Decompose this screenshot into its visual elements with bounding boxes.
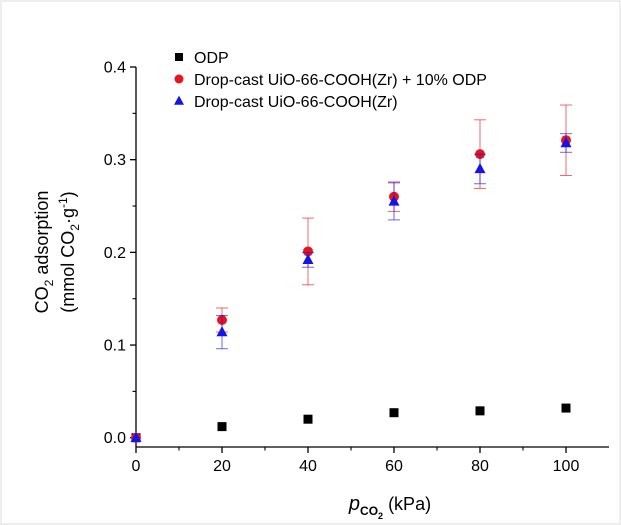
x-tick-label: 40 [299,458,317,475]
x-axis-title-sub: CO [360,504,378,518]
y-tick-label: 0.2 [104,245,126,262]
y-axis-title-line1-b: adsorption [32,191,52,280]
y-axis-title-line2-sup: -1 [56,197,70,208]
y-axis-title-line2-b: ·g [58,208,78,224]
y-axis-title-line1: CO2 adsorption [32,191,56,314]
data-point-triangle [474,162,486,174]
y-tick-label: 0.4 [104,60,126,77]
data-point-triangle [388,195,400,206]
x-axis-title-subsub: 2 [378,511,383,521]
data-point-square [475,406,485,416]
plot-area: 0 20 40 60 80 100 0.0 0.1 0.2 0.3 0.4 ODP Drop-cast … [104,50,609,475]
x-tick-label: 0 [132,458,141,475]
y-axis-title-line2-sub: 2 [68,224,82,231]
data-point-square [217,422,227,432]
y-tick-label: 0.0 [104,430,126,447]
data-point-triangle [560,137,572,148]
legend-label: Drop-cast UiO-66-COOH(Zr) [194,94,398,111]
y-axis-title-line2: (mmol CO2·g-1) [56,191,82,312]
y-axis-title-line1-sub: 2 [42,279,56,286]
y-tick-label: 0.3 [104,152,126,169]
x-tick-label: 80 [471,458,489,475]
data-point-triangle [130,431,142,442]
data-point-triangle [302,253,314,264]
data-point-triangle [216,326,228,337]
y-axis-title-line1-a: CO [32,286,52,313]
y-tick-label: 0.1 [104,338,126,355]
y-axis-title-line2-a: (mmol CO [58,231,78,313]
x-axis-title-unit: (kPa) [383,494,431,514]
x-tick-label: 60 [385,458,403,475]
x-tick-label: 100 [553,458,580,475]
x-axis-title-main: p [348,493,360,515]
data-point-square [303,414,313,424]
y-axis-title: CO2 adsorption (mmol CO2·g-1) [32,191,82,314]
data-point-square [561,403,571,413]
data-point-circle [303,246,313,257]
data-point-square [389,408,399,418]
x-axis-title: pCO2 (kPa) [348,493,431,521]
legend-label: Drop-cast UiO-66-COOH(Zr) + 10% ODP [194,72,487,89]
legend-marker-triangle [174,95,184,105]
x-tick-label: 20 [213,458,231,475]
legend-label: ODP [194,50,229,67]
y-axis-title-line2-c: ) [58,191,78,197]
legend-marker-circle [174,74,184,84]
legend-marker-square [175,53,183,61]
